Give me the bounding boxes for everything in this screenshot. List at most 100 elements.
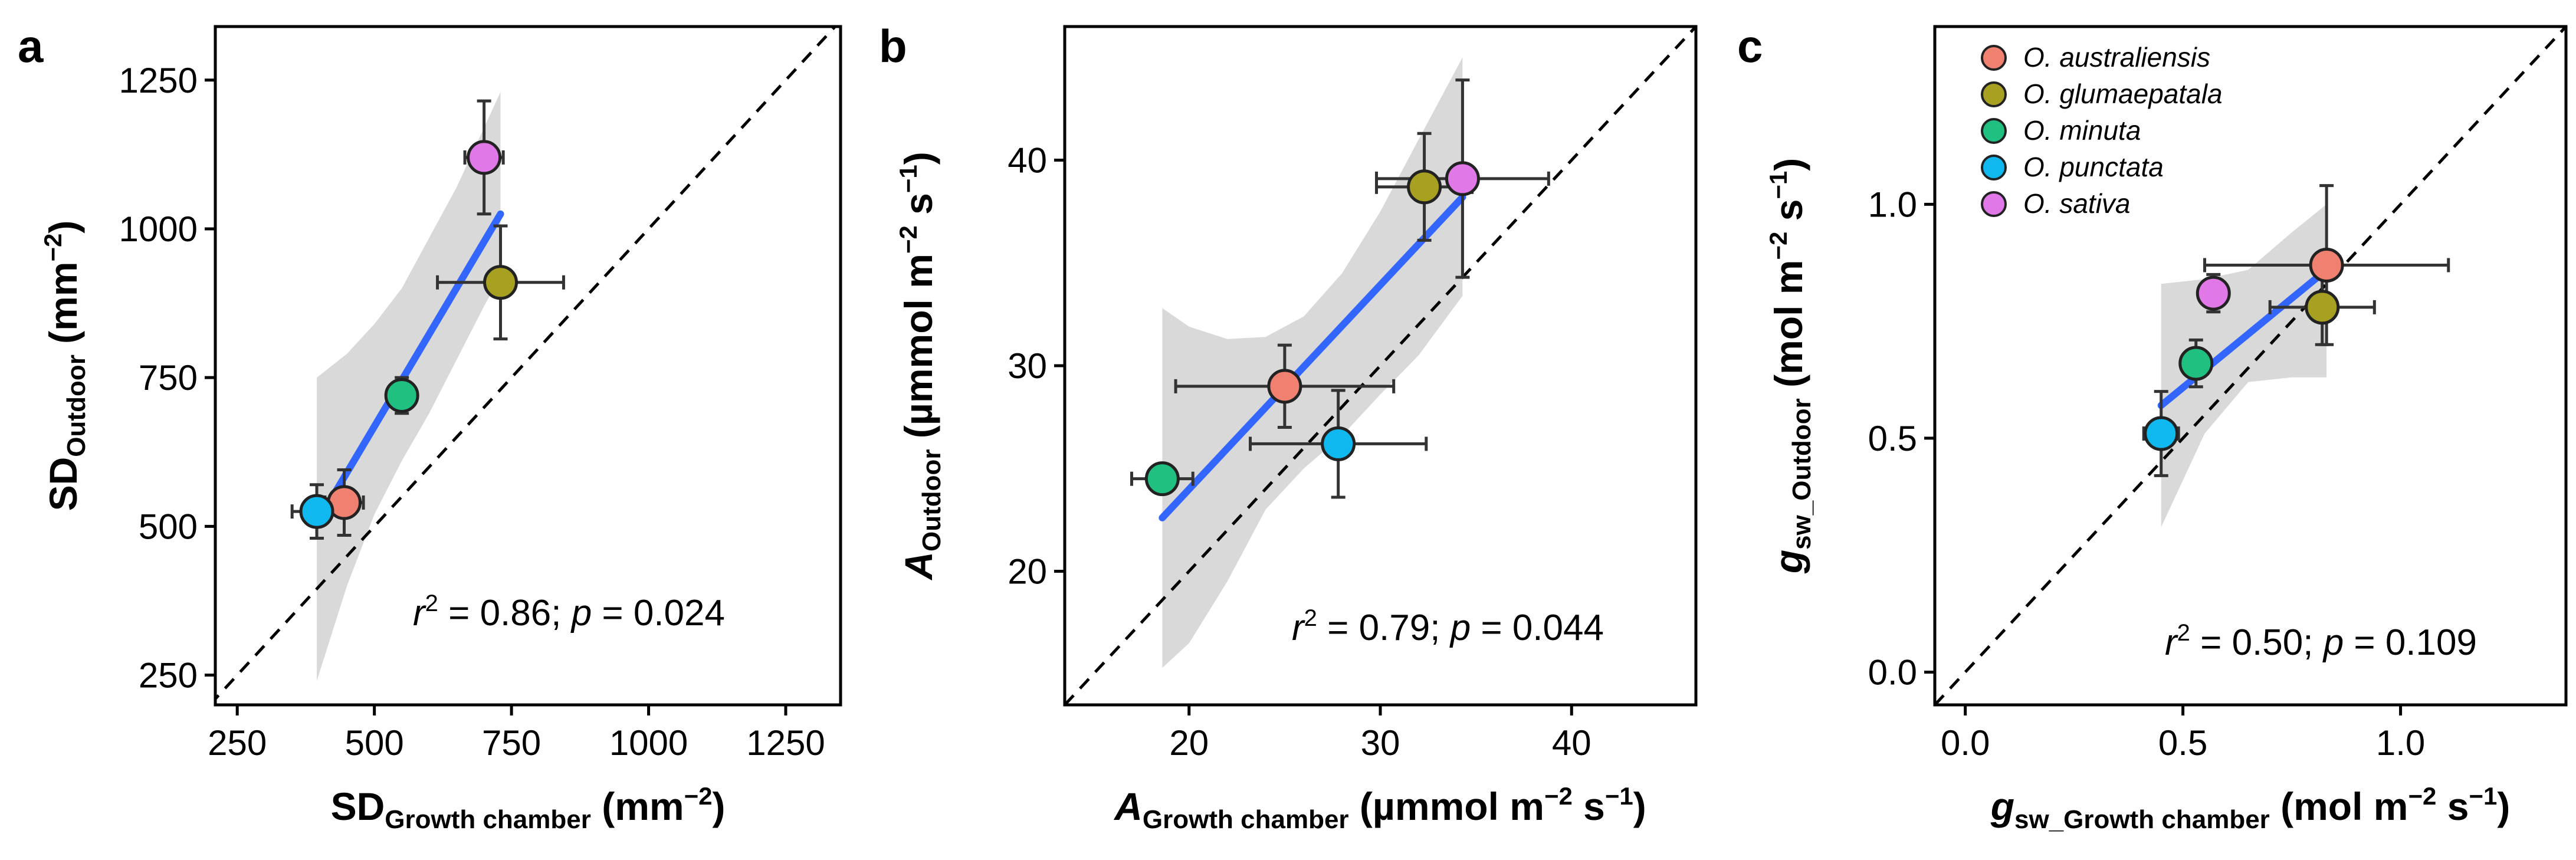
x-label-exp2: −1 xyxy=(1605,782,1633,810)
r2-symbol: r xyxy=(413,593,426,633)
y-label-tail: s xyxy=(897,193,940,225)
legend-marker xyxy=(1981,155,2007,180)
y-tick-label: 40 xyxy=(1008,141,1047,180)
x-label-close: ) xyxy=(1633,784,1646,828)
x-label-exp2: −1 xyxy=(2469,782,2497,810)
y-label-close: ) xyxy=(41,221,85,234)
p-symbol: p xyxy=(1449,608,1471,648)
y-tick-label: 750 xyxy=(139,358,198,398)
y-label-exp: −2 xyxy=(894,225,922,254)
x-axis-label: gsw_Growth chamber (mol m−2 s−1) xyxy=(1990,782,2511,834)
x-tick-label: 0.5 xyxy=(2158,723,2207,763)
y-label-close: ) xyxy=(1767,158,1810,171)
x-tick-label: 1.0 xyxy=(2376,723,2425,763)
y-tick-label: 1250 xyxy=(119,61,198,100)
axis-frame xyxy=(1933,25,2568,707)
data-point xyxy=(384,378,419,413)
y-label-main: A xyxy=(897,552,940,581)
legend-marker xyxy=(1981,45,2007,71)
one-to-one-line xyxy=(1065,27,1696,705)
x-label-main: A xyxy=(1113,784,1143,828)
y-label-unit: (mm xyxy=(41,261,85,354)
r2-symbol: r xyxy=(2165,622,2178,663)
stats-annotation: r2 = 0.50; p = 0.109 xyxy=(2165,620,2477,663)
data-point xyxy=(2178,346,2214,381)
legend-label: O. glumaepatala xyxy=(2023,78,2223,109)
plot-area xyxy=(215,27,838,701)
y-label-sub: Outdoor xyxy=(917,449,946,552)
y-label-unit: (mol m xyxy=(1767,260,1810,399)
y-tick-label: 1000 xyxy=(119,209,198,249)
legend-label: O. australiensis xyxy=(2023,42,2210,73)
y-tick-label: 250 xyxy=(139,656,198,695)
stats-annotation: r2 = 0.79; p = 0.044 xyxy=(1292,605,1604,648)
y-label-exp: −2 xyxy=(39,234,67,262)
one-to-one-line xyxy=(1935,27,2566,705)
y-tick-label: 0.0 xyxy=(1868,652,1917,692)
x-label-close: ) xyxy=(2497,784,2510,828)
y-tick-label: 0.5 xyxy=(1868,419,1917,458)
plot-area xyxy=(1935,27,2566,705)
data-point xyxy=(1445,161,1480,196)
y-label-tail: s xyxy=(1767,199,1810,232)
plot-area xyxy=(1065,27,1696,705)
y-label-close: ) xyxy=(897,152,940,165)
r2-exponent: 2 xyxy=(1304,605,1317,631)
data-point xyxy=(1321,426,1356,461)
x-tick-label: 500 xyxy=(345,723,404,763)
r2-value: = 0.50; xyxy=(2190,622,2324,663)
x-tick-label: 1250 xyxy=(746,723,825,763)
x-tick-label: 1000 xyxy=(609,723,688,763)
stats-annotation: r2 = 0.86; p = 0.024 xyxy=(413,590,725,633)
data-point xyxy=(1267,369,1302,404)
legend-label: O. punctata xyxy=(2023,152,2164,182)
x-label-exp: −2 xyxy=(1544,782,1573,810)
y-label-sub: sw_Outdoor xyxy=(1787,398,1816,550)
data-point xyxy=(2144,416,2179,451)
x-label-sub: Growth chamber xyxy=(385,805,591,834)
x-label-tail: s xyxy=(1573,784,1605,828)
y-label-exp: −2 xyxy=(1764,232,1792,260)
y-label-main: g xyxy=(1767,550,1810,574)
x-label-main: SD xyxy=(331,784,385,828)
x-label-unit: (µmmol m xyxy=(1349,784,1544,828)
axis-frame xyxy=(214,25,842,707)
data-point xyxy=(1407,169,1442,205)
x-label-unit: (mm xyxy=(591,784,684,828)
legend-marker xyxy=(1981,118,2007,144)
data-point xyxy=(467,140,502,175)
y-tick-label: 1.0 xyxy=(1868,185,1917,224)
legend-marker xyxy=(1981,81,2007,107)
x-axis-label: SDGrowth chamber (mm−2) xyxy=(331,782,726,834)
p-symbol: p xyxy=(570,593,592,633)
p-value: = 0.024 xyxy=(592,593,725,633)
x-tick-label: 0.0 xyxy=(1941,723,1990,763)
data-point xyxy=(1144,461,1180,497)
legend: O. australiensis O. glumaepatala O. minuta… xyxy=(1981,42,2223,219)
data-point xyxy=(2196,275,2231,311)
legend-marker xyxy=(1981,191,2007,217)
y-axis-label: gsw_Outdoor (mol m−2 s−1) xyxy=(1764,158,1816,575)
y-tick-label: 30 xyxy=(1008,346,1047,386)
x-label-main: g xyxy=(1990,784,2014,828)
x-tick-label: 750 xyxy=(482,723,541,763)
panel-a: 250 500 750 1000 125025050075010001250aSDGro… xyxy=(18,20,842,834)
panel-label: b xyxy=(879,20,907,72)
data-point xyxy=(299,494,334,529)
x-tick-label: 30 xyxy=(1361,723,1400,763)
x-tick-label: 20 xyxy=(1169,723,1209,763)
p-symbol: p xyxy=(2322,622,2344,663)
fit-line xyxy=(2157,266,2331,409)
y-axis-label: AOutdoor (µmmol m−2 s−1) xyxy=(894,152,946,580)
x-tick-label: 250 xyxy=(208,723,267,763)
y-label-exp2: −1 xyxy=(894,165,922,193)
y-label-unit: (µmmol m xyxy=(897,254,940,449)
p-value: = 0.109 xyxy=(2344,622,2477,663)
y-tick-label: 500 xyxy=(139,507,198,546)
x-label-close: ) xyxy=(712,784,725,828)
x-label-exp: −2 xyxy=(684,782,713,810)
y-label-main: SD xyxy=(41,457,85,511)
r2-exponent: 2 xyxy=(425,590,438,616)
